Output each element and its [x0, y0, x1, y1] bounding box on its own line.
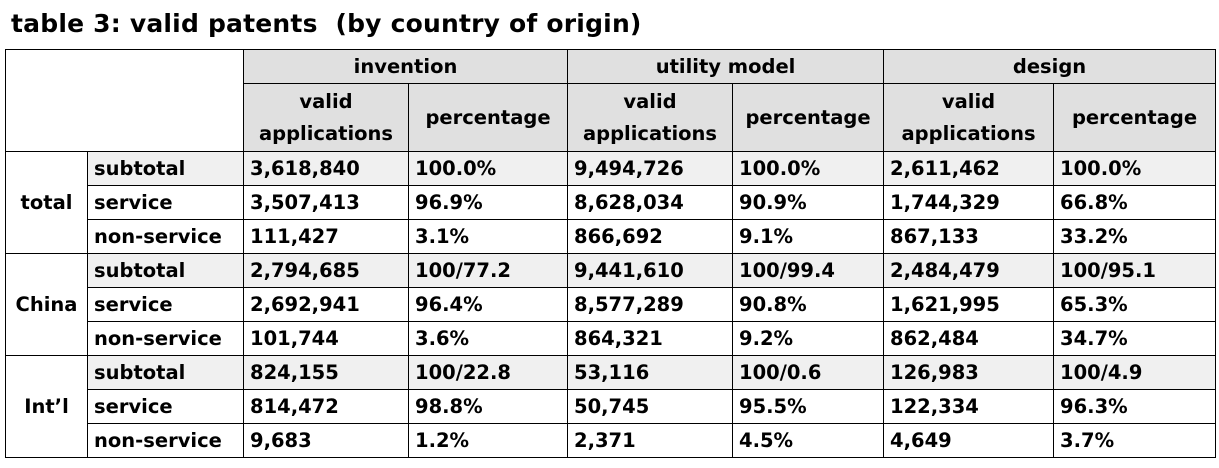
percentage-cell: 96.3% — [1053, 389, 1217, 424]
valid-applications-cell: 824,155 — [243, 355, 409, 390]
valid-applications-cell: 2,611,462 — [883, 151, 1055, 186]
valid-applications-cell: 122,334 — [883, 389, 1055, 424]
valid-applications-cell: 9,494,726 — [567, 151, 734, 186]
valid-applications-cell: 2,484,479 — [883, 253, 1055, 288]
percentage-cell: 3.7% — [1053, 423, 1217, 458]
group-label: Int’l — [5, 355, 88, 458]
table-row: service 3,507,413 96.9% 8,628,034 90.9% 1,744… — [6, 185, 1217, 220]
percentage-cell: 96.4% — [407, 287, 569, 322]
table-title: table 3: valid patents (by country of or… — [11, 9, 642, 38]
percentage-cell: 95.5% — [732, 389, 885, 424]
percentage-cell: 100/22.8 — [407, 355, 569, 390]
valid-applications-cell: 2,692,941 — [243, 287, 409, 322]
subcolumn-header-line: valid — [941, 89, 996, 113]
corner-cell — [5, 49, 244, 152]
percentage-cell: 100/4.9 — [1053, 355, 1217, 390]
table-body: invention utility model design valid applica… — [5, 49, 1217, 458]
column-group-header: invention — [242, 49, 569, 84]
subcolumn-header: percentage — [407, 83, 569, 152]
valid-applications-cell: 2,371 — [567, 423, 734, 458]
subcolumn-header: percentage — [732, 83, 885, 152]
valid-applications-cell: 4,649 — [883, 423, 1055, 458]
table-row: non-service 101,744 3.6% 864,321 9.2% 862,484… — [6, 321, 1217, 356]
valid-applications-cell: 8,577,289 — [567, 287, 734, 322]
row-label: service — [87, 185, 244, 220]
header-row-groups: invention utility model design — [5, 49, 1217, 152]
row-label: non-service — [87, 219, 244, 254]
row-label: service — [87, 287, 244, 322]
group-label: total — [5, 151, 88, 254]
group-label: China — [5, 253, 88, 356]
subcolumn-header-line: percentage — [425, 105, 551, 129]
valid-applications-cell: 101,744 — [243, 321, 409, 356]
valid-applications-cell: 9,683 — [243, 423, 409, 458]
valid-applications-cell: 9,441,610 — [567, 253, 734, 288]
table-row: non-service 111,427 3.1% 866,692 9.1% 867,133… — [6, 219, 1217, 254]
valid-applications-cell: 126,983 — [883, 355, 1055, 390]
subcolumn-header-line: percentage — [745, 105, 871, 129]
percentage-cell: 3.6% — [407, 321, 569, 356]
percentage-cell: 1.2% — [407, 423, 569, 458]
table-row: Int’l subtotal 824,155 100/22.8 53,116 100/0.… — [5, 355, 1217, 458]
valid-applications-cell: 862,484 — [883, 321, 1055, 356]
percentage-cell: 100/99.4 — [732, 253, 885, 288]
valid-applications-cell: 814,472 — [243, 389, 409, 424]
valid-applications-cell: 53,116 — [567, 355, 734, 390]
subcolumn-header: percentage — [1053, 83, 1217, 152]
valid-applications-cell: 3,618,840 — [243, 151, 409, 186]
percentage-cell: 98.8% — [407, 389, 569, 424]
table-row: service 814,472 98.8% 50,745 95.5% 122,334 96.… — [6, 389, 1217, 424]
table-row: service 2,692,941 96.4% 8,577,289 90.8% 1,621… — [6, 287, 1217, 322]
valid-applications-cell: 864,321 — [567, 321, 734, 356]
valid-applications-cell: 1,744,329 — [883, 185, 1055, 220]
valid-applications-cell: 1,621,995 — [883, 287, 1055, 322]
valid-applications-cell: 3,507,413 — [243, 185, 409, 220]
subcolumn-header: valid applications — [883, 83, 1055, 152]
subcolumn-header-line: valid — [299, 89, 353, 113]
subcolumn-header-line: applications — [258, 121, 394, 145]
valid-applications-cell: 2,794,685 — [243, 253, 409, 288]
patents-table: invention utility model design valid applica… — [5, 49, 1217, 458]
subcolumn-header: valid applications — [567, 83, 734, 152]
percentage-cell: 90.9% — [732, 185, 885, 220]
percentage-cell: 34.7% — [1053, 321, 1217, 356]
percentage-cell: 100/0.6 — [732, 355, 885, 390]
header-row-subcolumns: valid applications percentage valid applicat… — [6, 83, 1217, 152]
table-row: China subtotal 2,794,685 100/77.2 9,441,610 1… — [5, 253, 1217, 356]
percentage-cell: 3.1% — [407, 219, 569, 254]
row-label: non-service — [87, 321, 244, 356]
valid-applications-cell: 50,745 — [567, 389, 734, 424]
valid-applications-cell: 8,628,034 — [567, 185, 734, 220]
column-group-header: design — [883, 49, 1217, 84]
percentage-cell: 9.2% — [732, 321, 885, 356]
percentage-cell: 9.1% — [732, 219, 885, 254]
subcolumn-header-line: valid — [623, 89, 677, 113]
table-row: total subtotal 3,618,840 100.0% 9,494,726 100… — [5, 151, 1217, 254]
subcolumn-header: valid applications — [243, 83, 409, 152]
percentage-cell: 100/95.1 — [1053, 253, 1217, 288]
percentage-cell: 66.8% — [1053, 185, 1217, 220]
valid-applications-cell: 867,133 — [883, 219, 1055, 254]
row-label: non-service — [87, 423, 244, 458]
row-label: subtotal — [87, 151, 244, 186]
percentage-cell: 33.2% — [1053, 219, 1217, 254]
percentage-cell: 100/77.2 — [407, 253, 569, 288]
percentage-cell: 90.8% — [732, 287, 885, 322]
valid-applications-cell: 866,692 — [567, 219, 734, 254]
percentage-cell: 100.0% — [1053, 151, 1217, 186]
percentage-cell: 65.3% — [1053, 287, 1217, 322]
table-row: non-service 9,683 1.2% 2,371 4.5% 4,649 3.7% — [6, 423, 1217, 458]
percentage-cell: 100.0% — [407, 151, 569, 186]
subcolumn-header-line: applications — [582, 121, 718, 145]
row-label: subtotal — [87, 253, 244, 288]
subcolumn-header-line: percentage — [1071, 105, 1198, 129]
row-label: subtotal — [87, 355, 244, 390]
row-label: service — [87, 389, 244, 424]
valid-applications-cell: 111,427 — [243, 219, 409, 254]
percentage-cell: 96.9% — [407, 185, 569, 220]
subcolumn-header-line: applications — [901, 121, 1036, 145]
percentage-cell: 4.5% — [732, 423, 885, 458]
percentage-cell: 100.0% — [732, 151, 885, 186]
column-group-header: utility model — [567, 49, 885, 84]
